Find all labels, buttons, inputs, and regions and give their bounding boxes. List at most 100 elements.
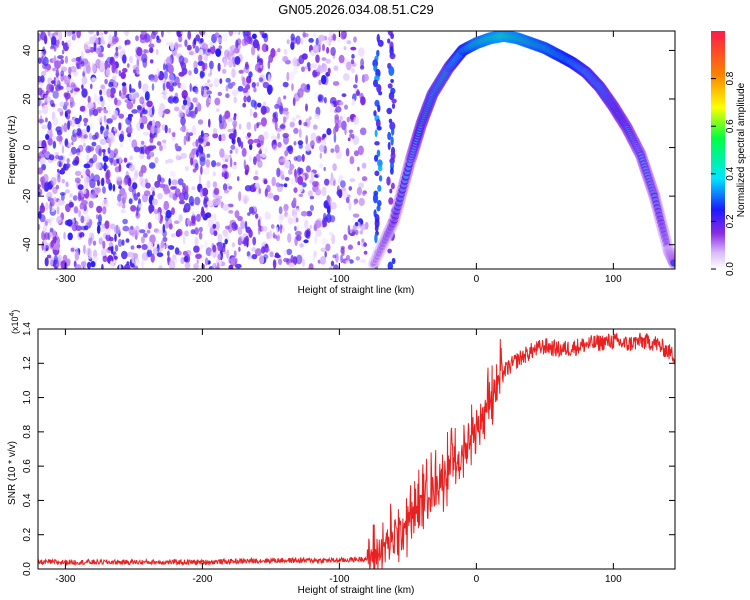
- heatmap-cell: [119, 141, 124, 148]
- heatmap-cell: [172, 96, 179, 104]
- heatmap-cell: [313, 250, 317, 258]
- heatmap-cell: [194, 236, 199, 246]
- arc-core: [672, 261, 675, 266]
- heatmap-cell: [253, 111, 258, 118]
- heatmap-cell: [259, 77, 264, 83]
- heatmap-cell: [282, 55, 289, 63]
- heatmap-cell: [116, 176, 123, 182]
- spectrogram-x-axis-label: Height of straight line (km): [298, 285, 415, 296]
- heatmap-cell: [310, 171, 315, 181]
- heatmap-cell: [209, 68, 213, 76]
- heatmap-cell: [133, 92, 140, 99]
- x-tick-label: -200: [192, 274, 212, 285]
- heatmap-streak-cell: [376, 149, 381, 157]
- heatmap-cell: [40, 157, 46, 165]
- heatmap-cell: [243, 31, 251, 37]
- heatmap-cell: [163, 200, 170, 211]
- heatmap-cell: [38, 167, 43, 175]
- heatmap-cell: [66, 158, 70, 164]
- heatmap-cell: [350, 46, 357, 51]
- heatmap-streak-cell: [388, 91, 395, 101]
- heatmap-cell: [79, 202, 84, 210]
- heatmap-cell: [330, 46, 336, 56]
- heatmap-cell: [40, 31, 47, 41]
- heatmap-cell: [130, 225, 134, 230]
- heatmap-cell: [329, 266, 333, 269]
- heatmap-cell: [223, 58, 227, 68]
- heatmap-cell: [259, 148, 262, 155]
- heatmap-cell: [163, 63, 166, 71]
- heatmap-cell: [256, 82, 260, 87]
- heatmap-cell: [353, 150, 360, 157]
- heatmap-cell: [83, 244, 86, 255]
- heatmap-cell: [113, 109, 119, 117]
- heatmap-cell: [154, 214, 159, 220]
- heatmap-cell: [246, 121, 252, 131]
- heatmap-cell: [168, 260, 176, 269]
- heatmap-cell: [338, 54, 345, 64]
- heatmap-cell: [225, 225, 230, 230]
- heatmap-cell: [68, 66, 72, 75]
- heatmap-cell: [228, 264, 234, 269]
- heatmap-cell: [140, 140, 145, 145]
- heatmap-cell: [257, 67, 262, 73]
- heatmap-cell: [194, 227, 200, 235]
- heatmap-cell: [61, 40, 65, 46]
- heatmap-streak-cell: [388, 197, 394, 205]
- heatmap-cell: [277, 132, 280, 140]
- heatmap-cell: [70, 65, 77, 73]
- heatmap-cell: [310, 132, 317, 142]
- heatmap-cell: [60, 193, 65, 201]
- heatmap-cell: [321, 186, 327, 197]
- heatmap-cell: [340, 180, 346, 188]
- heatmap-cell: [164, 215, 169, 222]
- heatmap-cell: [149, 59, 154, 64]
- heatmap-cell: [39, 204, 46, 214]
- heatmap-streak-cell: [387, 38, 391, 44]
- heatmap-cell: [165, 220, 169, 229]
- heatmap-cell: [194, 87, 199, 95]
- heatmap-cell: [281, 143, 286, 153]
- heatmap-cell: [125, 126, 132, 134]
- heatmap-cell: [100, 248, 107, 257]
- heatmap-cell: [278, 206, 283, 215]
- heatmap-cell: [286, 71, 290, 82]
- heatmap-cell: [204, 82, 209, 87]
- heatmap-cell: [229, 149, 233, 154]
- heatmap-cell: [291, 177, 296, 185]
- heatmap-streak-cell: [378, 175, 383, 182]
- heatmap-cell: [349, 178, 356, 183]
- heatmap-cell: [118, 133, 124, 143]
- heatmap-cell: [230, 45, 237, 52]
- heatmap-streak-cell: [374, 154, 379, 162]
- heatmap-cell: [234, 56, 241, 65]
- heatmap-cell: [328, 231, 334, 236]
- heatmap-cell: [76, 129, 83, 138]
- y-tick-label: 0.8: [22, 424, 33, 438]
- heatmap-cell: [75, 56, 81, 62]
- heatmap-cell: [211, 160, 217, 168]
- heatmap-cell: [112, 184, 116, 192]
- heatmap-cell: [97, 115, 105, 123]
- heatmap-cell: [63, 92, 69, 98]
- heatmap-cell: [286, 145, 293, 152]
- heatmap-cell: [86, 154, 90, 162]
- heatmap-cell: [184, 230, 189, 237]
- heatmap-cell: [298, 184, 304, 193]
- heatmap-cell: [283, 135, 289, 145]
- heatmap-cell: [353, 201, 357, 205]
- heatmap-cell: [326, 205, 331, 215]
- heatmap-cell: [192, 97, 198, 103]
- heatmap-cell: [174, 220, 180, 224]
- heatmap-cell: [38, 191, 41, 196]
- heatmap-cell: [156, 141, 162, 146]
- heatmap-cell: [149, 151, 154, 157]
- heatmap-cell: [74, 264, 82, 269]
- heatmap-cell: [141, 252, 149, 261]
- heatmap-cell: [318, 34, 325, 42]
- heatmap-cell: [146, 100, 153, 108]
- heatmap-cell: [295, 254, 303, 265]
- heatmap-cell: [93, 93, 98, 103]
- heatmap-cell: [200, 165, 203, 175]
